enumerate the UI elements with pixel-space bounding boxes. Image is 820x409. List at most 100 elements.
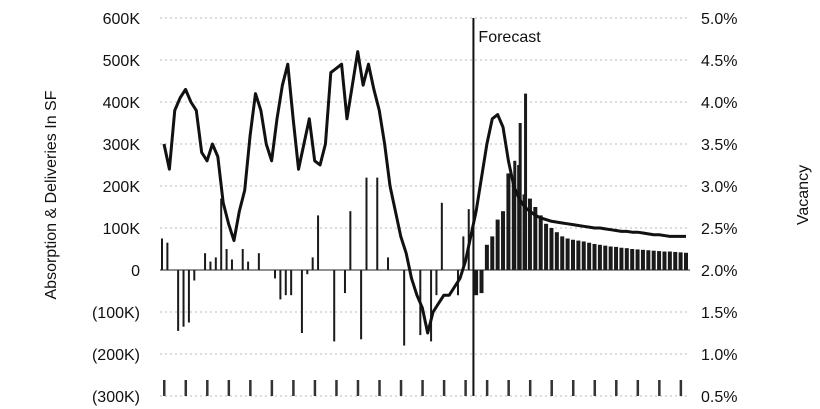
bar xyxy=(603,245,608,270)
left-axis-title: Absorption & Deliveries In SF xyxy=(43,90,60,299)
bar xyxy=(306,270,309,275)
x-tick xyxy=(485,380,489,396)
bar xyxy=(484,244,489,270)
bar xyxy=(684,252,688,270)
left-tick-label: 300K xyxy=(103,137,141,154)
bars-layer xyxy=(161,93,688,346)
vacancy-line xyxy=(162,50,686,335)
bar xyxy=(290,270,293,296)
bar xyxy=(182,270,185,327)
bar xyxy=(279,270,282,300)
bar xyxy=(360,270,363,340)
bar xyxy=(651,250,656,270)
x-tick xyxy=(593,380,597,396)
bar xyxy=(187,270,190,323)
bar xyxy=(274,270,277,279)
bar xyxy=(209,261,212,270)
bar xyxy=(544,223,549,270)
x-tick xyxy=(550,380,553,396)
right-tick-label: 5.0% xyxy=(701,11,737,28)
right-tick-label: 2.0% xyxy=(701,263,737,280)
bar xyxy=(161,238,163,270)
bar xyxy=(177,270,180,331)
x-tick xyxy=(507,380,510,396)
bar xyxy=(597,244,602,270)
bar xyxy=(513,160,517,270)
bar xyxy=(587,242,592,270)
bar xyxy=(554,232,559,270)
bar xyxy=(257,253,260,270)
x-tick xyxy=(270,380,274,396)
x-tick xyxy=(227,380,231,396)
bar xyxy=(166,242,169,270)
bar xyxy=(440,202,443,270)
bar xyxy=(365,177,368,270)
bar xyxy=(435,270,438,296)
left-axis-ticks: 600K 500K 400K 300K 200K 100K 0 (100K) (200K) (30… xyxy=(92,11,140,406)
bar xyxy=(614,246,619,270)
x-tick xyxy=(421,380,424,396)
bar xyxy=(333,270,336,342)
x-tick xyxy=(292,380,295,396)
bar xyxy=(284,270,287,296)
bar xyxy=(349,211,352,270)
bar xyxy=(657,251,662,270)
x-tick xyxy=(636,380,640,396)
x-tick xyxy=(313,380,317,396)
bar xyxy=(430,270,433,342)
bar xyxy=(220,198,223,270)
bar xyxy=(581,241,586,270)
bar xyxy=(624,248,629,270)
bar xyxy=(193,270,196,281)
bar xyxy=(678,252,683,270)
x-tick xyxy=(615,380,618,396)
bar xyxy=(501,211,506,270)
left-tick-label: 200K xyxy=(103,179,141,196)
x-tick xyxy=(442,380,446,396)
x-tick xyxy=(378,380,381,396)
right-axis-ticks: 5.0% 4.5% 4.0% 3.5% 3.0% 2.5% 2.0% 1.5% 1.0% 0.5% xyxy=(701,11,737,406)
bar xyxy=(214,257,217,270)
left-tick-label: 0 xyxy=(131,263,140,280)
x-tick xyxy=(528,380,532,396)
left-tick-label: (100K) xyxy=(92,305,140,322)
bar xyxy=(387,257,390,270)
right-tick-label: 2.5% xyxy=(701,221,737,238)
right-tick-label: 3.0% xyxy=(701,179,737,196)
bar xyxy=(518,123,522,270)
right-tick-label: 3.5% xyxy=(701,137,737,154)
bar xyxy=(592,243,597,270)
x-tick xyxy=(206,380,209,396)
right-tick-label: 1.0% xyxy=(701,347,737,364)
bar xyxy=(376,177,379,270)
forecast-annotation: Forecast xyxy=(478,29,541,46)
bar xyxy=(538,215,543,270)
bar xyxy=(635,249,640,270)
right-tick-label: 4.0% xyxy=(701,95,737,112)
left-tick-label: 400K xyxy=(103,95,141,112)
bar xyxy=(646,250,651,270)
left-tick-label: (200K) xyxy=(92,347,140,364)
bar xyxy=(640,249,645,270)
x-tick xyxy=(464,380,467,396)
x-tick xyxy=(335,380,338,396)
right-tick-label: 0.5% xyxy=(701,389,737,406)
bar xyxy=(479,270,484,294)
bar xyxy=(570,239,575,270)
bar xyxy=(474,270,479,296)
x-tick xyxy=(658,380,661,396)
bar xyxy=(565,238,570,270)
left-tick-label: 600K xyxy=(103,11,141,28)
bar xyxy=(230,259,233,270)
bar xyxy=(403,270,406,346)
bar xyxy=(462,236,465,270)
right-tick-label: 4.5% xyxy=(701,53,737,70)
bar xyxy=(317,215,320,270)
bar xyxy=(343,270,346,294)
bar xyxy=(495,219,500,270)
bar xyxy=(673,251,678,270)
x-tick xyxy=(399,380,403,396)
bar xyxy=(608,246,613,270)
bar xyxy=(506,173,511,270)
